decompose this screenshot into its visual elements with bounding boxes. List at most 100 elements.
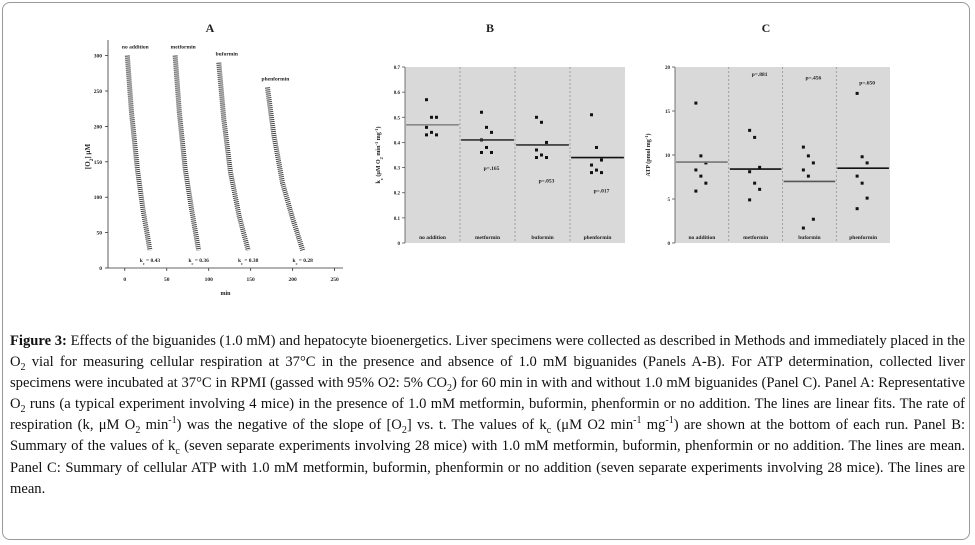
text-part: -1 xyxy=(644,135,649,139)
category-label: no addition xyxy=(689,235,716,241)
x-axis-label: min xyxy=(220,291,231,297)
data-point xyxy=(694,168,698,172)
caption: Figure 3: Effects of the biguanides (1.0… xyxy=(10,331,965,500)
data-point xyxy=(600,158,603,162)
category-label: metformin xyxy=(475,235,500,241)
caption-text: vial for measuring cellular respiration … xyxy=(10,354,965,392)
y-tick-label: 250 xyxy=(94,89,103,95)
data-point xyxy=(590,113,593,117)
data-point xyxy=(865,196,869,200)
text-part: = 0.28 xyxy=(297,258,313,264)
text-part: c xyxy=(296,261,298,266)
data-point xyxy=(704,161,708,165)
data-point xyxy=(699,174,703,178)
panel-title: B xyxy=(486,21,494,35)
x-tick-label: 0 xyxy=(123,277,126,283)
text-part: -1 xyxy=(374,128,379,132)
data-point xyxy=(855,91,859,95)
y-tick-label: 0.3 xyxy=(394,167,401,172)
text-part: ] µM xyxy=(84,144,92,159)
data-point xyxy=(480,150,483,154)
y-tick-label: 15 xyxy=(665,110,671,115)
run xyxy=(172,55,202,251)
y-tick-label: 300 xyxy=(94,54,103,60)
text-part: [O xyxy=(84,161,92,169)
y-axis-label: kc (µM O2 min-1 mg-1) xyxy=(374,127,384,184)
y-tick-label: 50 xyxy=(97,231,103,237)
category-label: metformin xyxy=(743,235,768,241)
y-tick-label: 10 xyxy=(665,154,671,159)
data-point xyxy=(704,181,708,185)
text-part: -1 xyxy=(374,141,379,145)
caption-text: 2 xyxy=(135,425,141,437)
data-point xyxy=(430,130,433,134)
data-point xyxy=(425,133,428,137)
data-point xyxy=(425,125,428,129)
data-point xyxy=(490,150,493,154)
data-point xyxy=(590,171,593,175)
caption-text: -1 xyxy=(665,415,674,427)
y-axis-label: ATP (pmol mg-1) xyxy=(644,134,653,177)
series-label: buformin xyxy=(216,52,238,58)
data-point xyxy=(485,145,488,149)
caption-text: 2 xyxy=(447,383,452,395)
y-tick-label: 20 xyxy=(665,66,671,71)
data-point xyxy=(535,156,538,160)
data-point xyxy=(535,148,538,152)
category-label: buformin xyxy=(531,235,553,241)
caption-text: (μM O2 min xyxy=(551,417,634,434)
y-tick-label: 150 xyxy=(94,160,103,166)
y-axis-label: [O2] µM xyxy=(84,144,95,170)
data-point xyxy=(758,165,762,169)
kc-label: kc = 0.38 xyxy=(238,258,259,266)
data-point xyxy=(860,155,864,159)
text-part: mg xyxy=(376,132,382,142)
data-point xyxy=(860,181,864,185)
data-point xyxy=(540,153,543,157)
data-point xyxy=(806,154,810,158)
data-point xyxy=(435,133,438,137)
data-point xyxy=(801,145,805,149)
data-point xyxy=(540,120,543,124)
y-tick-label: 0.2 xyxy=(394,192,401,197)
p-value: p=.017 xyxy=(594,189,610,195)
text-part: c xyxy=(379,178,384,180)
text-part: k xyxy=(293,258,297,264)
text-part: ATP (pmol mg xyxy=(645,139,652,176)
caption-text: ] vs. t. The values of k xyxy=(406,417,547,434)
text-part: c xyxy=(143,261,145,266)
p-value: p=.881 xyxy=(752,72,768,78)
y-tick-label: 0 xyxy=(398,242,401,247)
data-point xyxy=(595,145,598,149)
x-tick-label: 100 xyxy=(205,277,214,283)
run xyxy=(264,87,306,252)
category-label: phenformin xyxy=(584,235,612,241)
kc-label: kc = 0.43 xyxy=(140,258,161,266)
text-part: min xyxy=(220,291,231,297)
kc-label: kc = 0.28 xyxy=(293,258,314,266)
x-tick-label: 50 xyxy=(164,277,170,283)
data-point xyxy=(748,198,752,202)
caption-text: -1 xyxy=(633,415,642,427)
text-part: k xyxy=(376,179,382,183)
text-part: = 0.43 xyxy=(145,258,161,264)
data-point xyxy=(801,168,805,172)
panel-title: A xyxy=(206,21,215,35)
data-point xyxy=(545,156,548,160)
text-part: c xyxy=(192,261,194,266)
y-tick-label: 0.7 xyxy=(394,66,401,71)
caption-text: Figure 3: xyxy=(10,333,67,349)
p-value: p=.053 xyxy=(539,179,555,185)
data-point xyxy=(758,187,762,191)
data-point xyxy=(595,168,598,172)
data-point xyxy=(425,98,428,102)
data-point xyxy=(748,128,752,132)
data-point xyxy=(490,130,493,134)
run xyxy=(216,62,251,251)
y-tick-label: 0 xyxy=(99,266,102,272)
caption-text: 2 xyxy=(401,425,407,437)
data-point xyxy=(694,189,698,193)
data-point xyxy=(811,161,815,165)
